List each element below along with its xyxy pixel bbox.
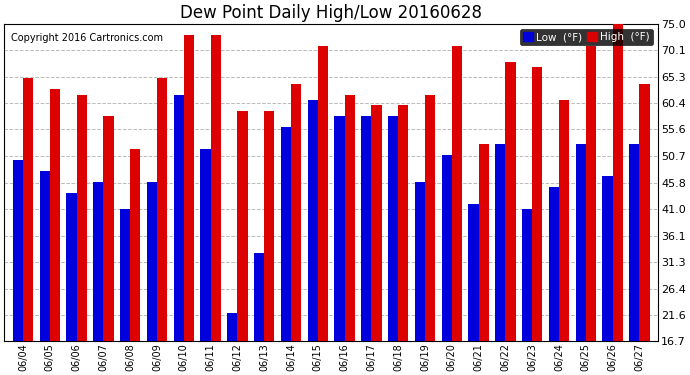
Bar (522, 209, 532, 342)
Bar (549, 187, 559, 342)
Bar (147, 182, 157, 342)
Bar (23, 78, 33, 342)
Bar (227, 312, 237, 342)
Bar (12, 160, 23, 342)
Bar (495, 144, 505, 342)
Bar (361, 116, 371, 342)
Bar (602, 176, 613, 342)
Bar (371, 105, 382, 342)
Bar (640, 84, 649, 342)
Bar (575, 144, 586, 342)
Bar (344, 94, 355, 342)
Bar (200, 149, 210, 342)
Bar (50, 89, 60, 342)
Bar (613, 24, 623, 342)
Bar (442, 154, 452, 342)
Bar (93, 182, 104, 342)
Bar (184, 34, 194, 342)
Bar (559, 100, 569, 342)
Bar (629, 144, 640, 342)
Bar (254, 253, 264, 342)
Bar (291, 84, 301, 342)
Bar (452, 45, 462, 342)
Bar (398, 105, 408, 342)
Bar (39, 171, 50, 342)
Bar (469, 204, 479, 342)
Bar (174, 94, 184, 342)
Bar (77, 94, 87, 342)
Bar (120, 209, 130, 342)
Bar (66, 193, 77, 342)
Text: Copyright 2016 Cartronics.com: Copyright 2016 Cartronics.com (11, 33, 163, 43)
Bar (130, 149, 140, 342)
Bar (157, 78, 167, 342)
Bar (237, 111, 248, 342)
Bar (415, 182, 425, 342)
Bar (104, 116, 114, 342)
Bar (210, 34, 221, 342)
Bar (586, 45, 596, 342)
Title: Dew Point Daily High/Low 20160628: Dew Point Daily High/Low 20160628 (180, 4, 482, 22)
Bar (425, 94, 435, 342)
Bar (335, 116, 344, 342)
Bar (388, 116, 398, 342)
Bar (281, 127, 291, 342)
Bar (479, 144, 489, 342)
Bar (532, 68, 542, 342)
Legend: Low  (°F), High  (°F): Low (°F), High (°F) (520, 29, 653, 45)
Bar (505, 62, 515, 342)
Bar (308, 100, 318, 342)
Bar (264, 111, 275, 342)
Bar (318, 45, 328, 342)
